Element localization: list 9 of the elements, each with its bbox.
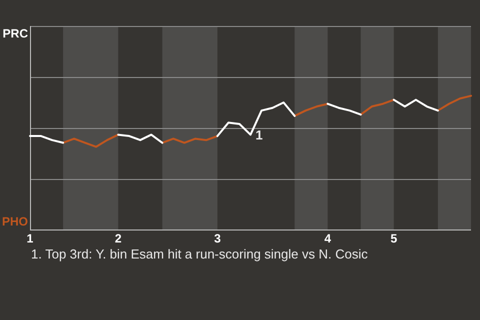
text: PRC <box>2 26 28 40</box>
x-tick-label: 1 <box>26 232 34 246</box>
x-tick-label: 5 <box>390 232 398 246</box>
x-tick-label: 2 <box>114 232 122 246</box>
annotation: 1 <box>256 127 263 142</box>
x-tick-label: 3 <box>214 232 222 246</box>
x-tick-label: 4 <box>324 232 332 246</box>
text: 1. Top 3rd: Y. bin Esam hit a run-scoring single vs N. Cosic <box>31 246 368 262</box>
text: PHO <box>2 214 28 228</box>
